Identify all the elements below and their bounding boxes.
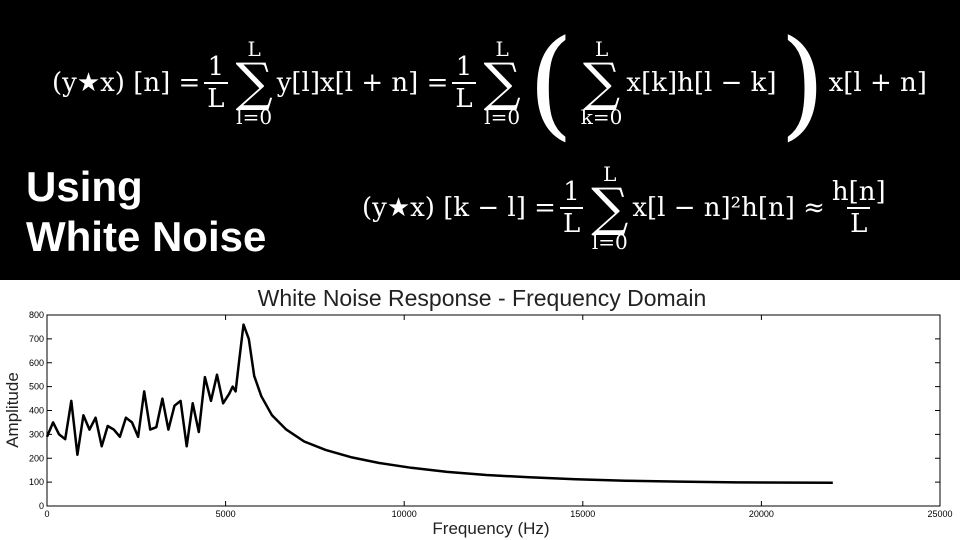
eq1-summation-2: L ∑ l=0 — [484, 38, 521, 128]
impulse-estimate-equation: (y★x) [k − l] = 1 L L ∑ l=0 x[l − n]²h[n… — [362, 150, 893, 265]
eq1-fraction-2: 1 L — [452, 52, 476, 114]
x-tick-label: 20000 — [749, 509, 774, 519]
left-paren: ( — [527, 14, 574, 152]
eq2-lhs: (y★x) [k − l] = — [362, 192, 556, 223]
eq2-frac-denominator: L — [559, 206, 584, 239]
x-tick-label: 10000 — [392, 509, 417, 519]
eq2-sum-upper: L — [603, 161, 617, 186]
x-tick-label: 5000 — [216, 509, 236, 519]
eq1-frac-numerator: 1 — [207, 52, 225, 82]
eq1-sum-lower: l=0 — [236, 105, 273, 129]
sigma-symbol: ∑ — [235, 53, 273, 113]
eq1-inner-term: x[k]h[l − k] — [626, 68, 777, 98]
y-tick-label: 800 — [29, 310, 44, 320]
heading-line-2: White Noise — [26, 213, 267, 260]
eq1-sum2-upper: L — [495, 37, 509, 61]
y-tick-label: 400 — [29, 406, 44, 416]
x-tick-label: 25000 — [927, 509, 952, 519]
eq2-term: x[l − n]²h[n] ≈ — [632, 192, 825, 223]
y-axis-label: Amplitude — [3, 372, 22, 448]
eq1-term: y[l]x[l + n] = — [276, 68, 449, 98]
eq2-rhs-denominator: L — [847, 206, 871, 239]
eq1-tail: x[l + n] — [828, 68, 927, 98]
y-tick-label: 200 — [29, 453, 44, 463]
eq1-frac-denominator: L — [204, 82, 228, 114]
heading-line-1: Using — [26, 163, 143, 210]
eq2-fraction: 1 L — [559, 176, 584, 239]
frequency-response-chart: White Noise Response - Frequency Domain … — [3, 285, 953, 538]
eq1-fraction: 1 L — [204, 52, 228, 114]
series-line — [45, 323, 833, 485]
y-tick-label: 500 — [29, 382, 44, 392]
eq1-summation: L ∑ l=0 — [236, 38, 273, 128]
y-tick-label: 300 — [29, 429, 44, 439]
y-tick-label: 100 — [29, 477, 44, 487]
y-tick-label: 0 — [39, 501, 44, 511]
eq2-rhs-fraction: h[n] L — [829, 177, 889, 239]
sigma-symbol: ∑ — [583, 53, 621, 113]
y-tick-label: 600 — [29, 358, 44, 368]
cross-correlation-equation: (y★x) [n] = 1 L L ∑ l=0 y[l]x[l + n] = 1… — [52, 18, 927, 148]
eq1-sum-upper: L — [247, 37, 261, 61]
eq1-lhs: (y★x) [n] = — [52, 68, 201, 98]
x-tick-label: 15000 — [570, 509, 595, 519]
right-paren: ) — [779, 14, 826, 152]
sigma-symbol: ∑ — [591, 177, 629, 238]
slide-heading: Using White Noise — [26, 162, 266, 262]
equation-panel: (y★x) [n] = 1 L L ∑ l=0 y[l]x[l + n] = 1… — [0, 0, 960, 280]
eq2-summation: L ∑ l=0 — [591, 163, 628, 253]
eq1-inner-summation: L ∑ k=0 — [581, 38, 623, 128]
x-axis-label: Frequency (Hz) — [432, 519, 549, 538]
eq1-frac2-numerator: 1 — [455, 52, 473, 82]
sigma-symbol: ∑ — [483, 53, 521, 113]
y-tick-label: 700 — [29, 334, 44, 344]
eq2-sum-lower: l=0 — [591, 229, 628, 254]
series-layer — [45, 323, 833, 485]
eq1-frac2-denominator: L — [452, 82, 476, 114]
axis-ticks: 0 5000 10000 15000 20000 25000 0 100 200 300 400 50… — [29, 310, 953, 519]
eq1-sum2-lower: l=0 — [484, 105, 521, 129]
eq2-rhs-numerator: h[n] — [831, 176, 886, 207]
chart-title: White Noise Response - Frequency Domain — [258, 285, 707, 311]
eq1-inner-sum-upper: L — [594, 37, 609, 61]
eq2-frac-numerator: 1 — [563, 176, 580, 207]
eq1-inner-sum-lower: k=0 — [580, 105, 623, 129]
x-tick-label: 0 — [44, 509, 49, 519]
